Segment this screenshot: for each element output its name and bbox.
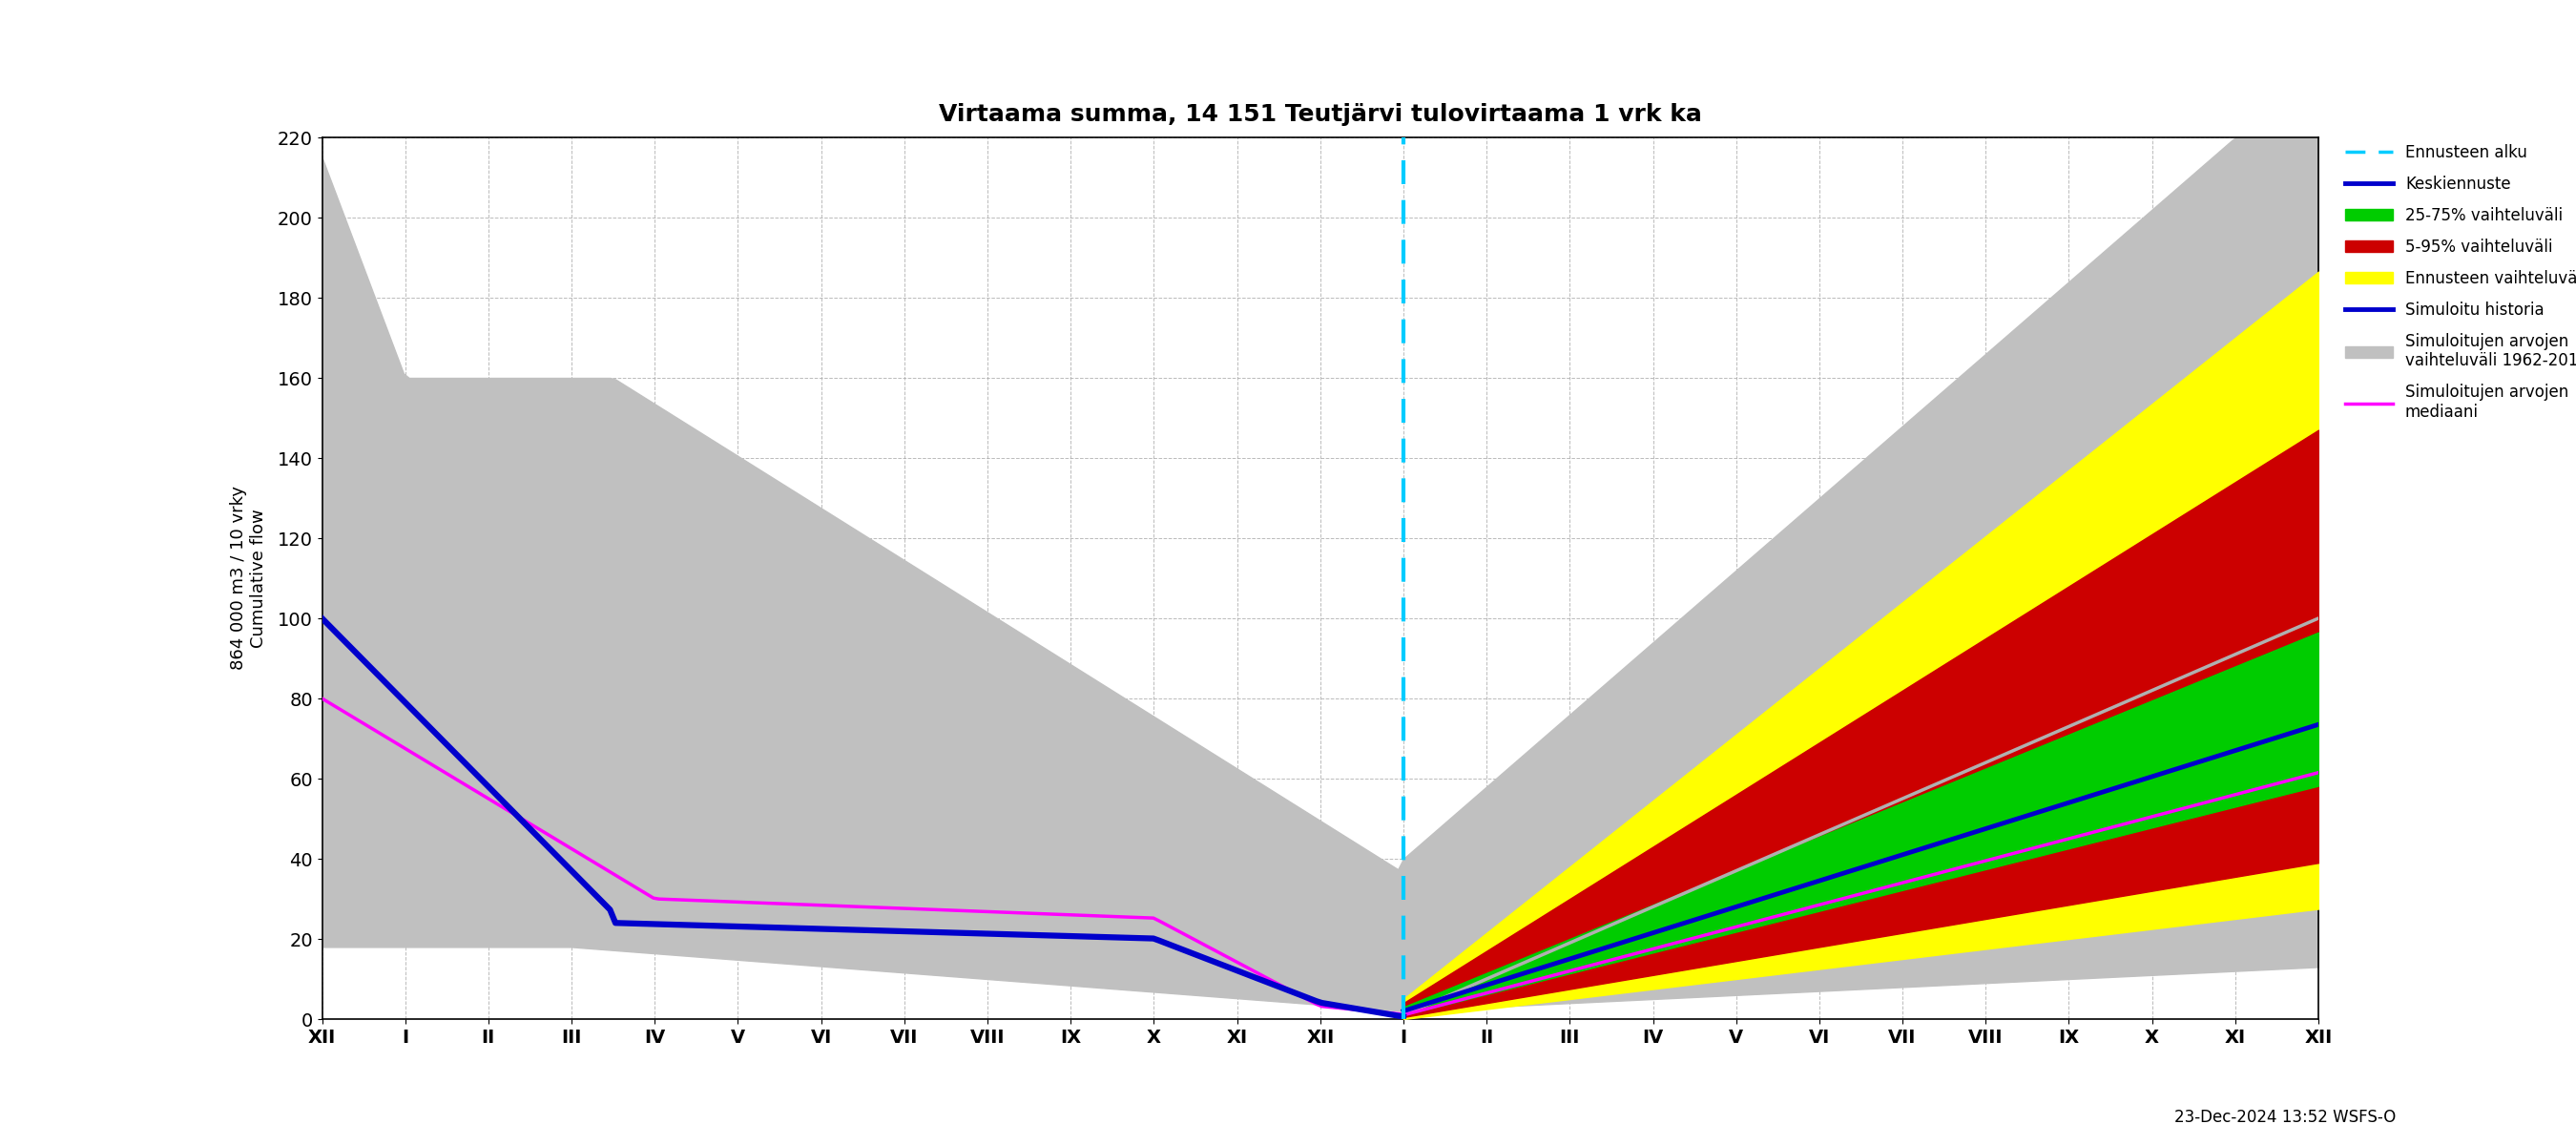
Title: Virtaama summa, 14 151 Teutjärvi tulovirtaama 1 vrk ka: Virtaama summa, 14 151 Teutjärvi tulovir… bbox=[938, 103, 1703, 126]
Y-axis label: 864 000 m3 / 10 vrky
Cumulative flow: 864 000 m3 / 10 vrky Cumulative flow bbox=[229, 487, 268, 670]
Text: 23-Dec-2024 13:52 WSFS-O: 23-Dec-2024 13:52 WSFS-O bbox=[2174, 1108, 2396, 1126]
Legend: Ennusteen alku, Keskiennuste, 25-75% vaihteluväli, 5-95% vaihteluväli, Ennusteen: Ennusteen alku, Keskiennuste, 25-75% vai… bbox=[2339, 137, 2576, 427]
